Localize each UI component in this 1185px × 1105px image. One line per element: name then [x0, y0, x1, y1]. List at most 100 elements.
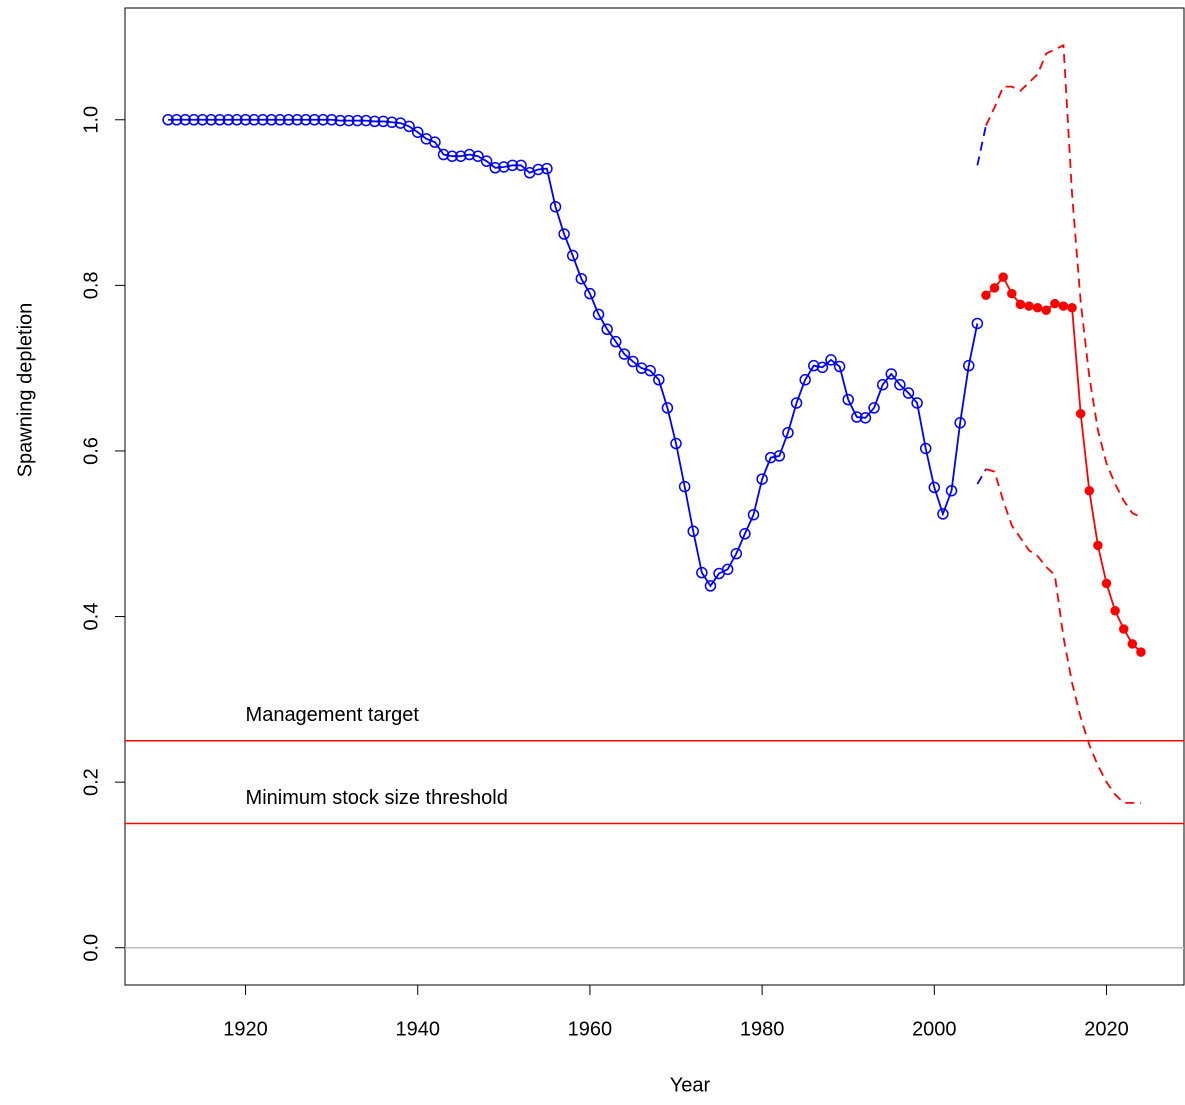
reference-label: Management target — [246, 704, 420, 726]
data-point — [945, 484, 958, 497]
data-point — [592, 308, 605, 321]
data-point — [816, 361, 829, 374]
data-point — [842, 393, 854, 406]
series-line — [985, 43, 1142, 519]
data-point — [506, 159, 519, 172]
data-point — [876, 378, 889, 391]
data-point — [808, 359, 820, 372]
data-point — [1024, 301, 1034, 311]
data-point — [558, 228, 570, 240]
data-point — [687, 525, 699, 538]
data-point — [515, 159, 527, 172]
data-point — [919, 442, 932, 455]
data-point — [239, 114, 252, 126]
data-point — [954, 417, 966, 429]
data-point — [1136, 647, 1146, 657]
data-point — [653, 374, 665, 386]
data-point — [274, 114, 286, 126]
data-point — [411, 126, 424, 138]
y-tick-label: 0.6 — [80, 437, 102, 465]
data-point — [455, 150, 467, 162]
series-line — [976, 125, 987, 166]
data-point — [231, 114, 243, 126]
data-point — [1110, 606, 1120, 616]
x-tick-label: 1920 — [223, 1018, 268, 1040]
data-point — [437, 148, 450, 161]
data-point — [773, 450, 786, 462]
data-point — [257, 114, 269, 126]
data-point — [403, 120, 415, 133]
series-line — [168, 118, 979, 588]
series-line — [985, 275, 1142, 653]
data-point — [325, 114, 338, 126]
data-point — [721, 563, 734, 576]
data-point — [343, 114, 355, 127]
reference-label: Minimum stock size threshold — [246, 787, 508, 809]
data-point — [584, 287, 596, 300]
data-point — [282, 114, 295, 126]
x-tick-label: 2020 — [1084, 1018, 1129, 1040]
data-point — [937, 508, 949, 520]
data-point — [859, 412, 872, 424]
data-point — [971, 317, 984, 330]
data-point — [1101, 578, 1112, 589]
data-point — [739, 528, 751, 540]
x-tick-label: 1940 — [395, 1018, 440, 1040]
data-point — [248, 114, 260, 126]
data-point — [1007, 288, 1017, 299]
data-point — [661, 402, 674, 414]
data-point — [1058, 301, 1069, 311]
data-point — [429, 136, 441, 148]
y-tick-label: 0.8 — [80, 271, 102, 299]
y-tick-label: 0.2 — [80, 768, 102, 796]
data-point — [541, 162, 553, 175]
data-point — [790, 397, 803, 409]
data-point — [188, 114, 200, 126]
x-tick-label: 1960 — [568, 1018, 613, 1040]
data-point — [902, 387, 915, 399]
data-point — [377, 115, 390, 128]
data-point — [644, 364, 656, 377]
data-point — [162, 114, 174, 126]
data-point — [196, 114, 209, 126]
data-point — [894, 378, 906, 391]
y-tick-label: 0.4 — [80, 603, 102, 631]
data-point — [291, 114, 303, 126]
data-point — [498, 161, 510, 173]
y-tick-label: 0.0 — [80, 934, 102, 962]
x-axis-title: Year — [670, 1074, 711, 1096]
data-point — [868, 402, 880, 414]
data-point — [911, 397, 923, 409]
data-point — [1032, 302, 1043, 313]
series-line — [985, 468, 1141, 804]
data-point — [549, 200, 562, 213]
data-point — [1127, 639, 1138, 649]
data-point — [885, 368, 898, 380]
data-point — [222, 114, 235, 126]
data-point — [704, 580, 717, 592]
data-point — [368, 115, 381, 128]
data-point — [998, 272, 1008, 282]
data-point — [825, 354, 837, 366]
data-point — [179, 114, 192, 126]
data-point — [1084, 485, 1095, 496]
data-point — [627, 355, 639, 368]
data-point — [480, 155, 493, 167]
data-point — [610, 335, 622, 348]
data-point — [575, 272, 588, 285]
data-point — [205, 114, 217, 126]
data-point — [928, 481, 941, 494]
data-point — [265, 114, 278, 126]
data-point — [334, 114, 346, 127]
y-axis-title: Spawning depletion — [14, 303, 36, 478]
data-point — [300, 114, 312, 126]
data-point — [618, 348, 631, 360]
data-point — [747, 508, 760, 521]
data-point — [566, 249, 579, 262]
data-point — [472, 150, 484, 162]
series-line — [976, 468, 987, 485]
data-point — [730, 547, 743, 560]
data-point — [963, 359, 975, 372]
x-tick-label: 1980 — [740, 1018, 785, 1040]
data-point — [601, 323, 613, 336]
